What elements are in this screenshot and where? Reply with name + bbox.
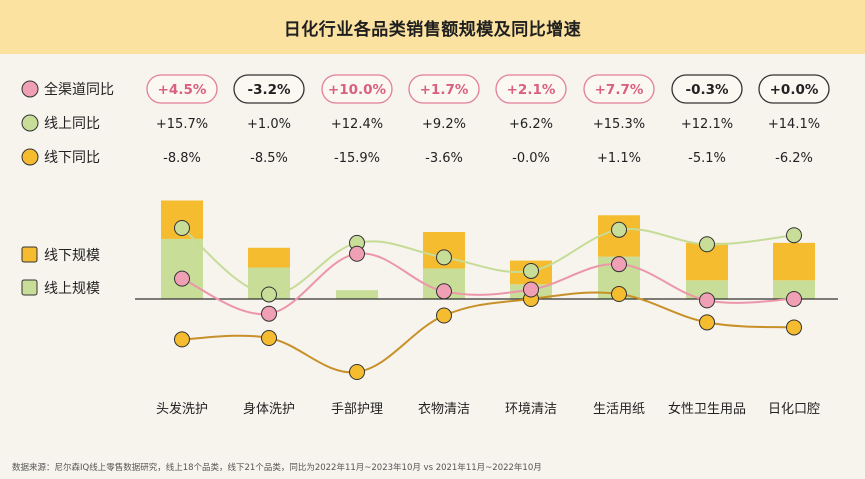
all-yoy-point bbox=[436, 283, 452, 300]
online-scale-bar bbox=[773, 280, 815, 299]
all-yoy-label: +10.0% bbox=[328, 82, 387, 98]
all-yoy-point bbox=[786, 291, 802, 307]
source-note: 数据来源：尼尔森IQ线上零售数据研究，线上18个品类，线下21个品类，同比为20… bbox=[12, 463, 542, 473]
legend-marker-offline-yoy bbox=[21, 148, 39, 166]
category-label: 头发洗护 bbox=[156, 401, 208, 417]
offline-yoy-label: -3.6% bbox=[425, 151, 463, 166]
all-yoy-label: -3.2% bbox=[247, 82, 291, 98]
title-bar: 日化行业各品类销售额规模及同比增速 bbox=[0, 0, 865, 54]
category-label: 身体洗护 bbox=[243, 401, 295, 417]
online-yoy-point bbox=[436, 249, 452, 266]
all-yoy-point bbox=[349, 245, 365, 262]
category-label: 环境清洁 bbox=[505, 402, 557, 417]
category-label: 日化口腔 bbox=[768, 402, 820, 417]
all-yoy-pill bbox=[321, 74, 393, 104]
legend-marker-all-yoy bbox=[21, 80, 39, 98]
all-yoy-pill bbox=[146, 74, 218, 104]
online-yoy-label: +9.2% bbox=[422, 117, 466, 132]
online-yoy-label: +15.3% bbox=[593, 117, 645, 132]
category-label: 生活用纸 bbox=[593, 402, 645, 417]
category-label: 女性卫生用品 bbox=[668, 401, 746, 417]
offline-scale-bar bbox=[773, 242, 815, 281]
online-yoy-point bbox=[611, 221, 627, 238]
all-yoy-point bbox=[261, 305, 277, 322]
legend-label-online-scale: 线上规模 bbox=[44, 281, 100, 297]
category-label: 衣物清洁 bbox=[418, 401, 470, 417]
online-yoy-point bbox=[523, 262, 539, 279]
all-yoy-label: +7.7% bbox=[595, 82, 644, 98]
online-yoy-label: +15.7% bbox=[156, 117, 208, 132]
offline-yoy-label: -8.8% bbox=[163, 151, 201, 166]
all-yoy-pill bbox=[495, 74, 567, 104]
offline-yoy-point bbox=[174, 331, 190, 348]
all-yoy-pill bbox=[583, 74, 655, 104]
all-yoy-label: +1.7% bbox=[420, 82, 469, 98]
chart-title: 日化行业各品类销售额规模及同比增速 bbox=[283, 19, 582, 40]
online-yoy-point bbox=[261, 286, 277, 303]
all-yoy-pill bbox=[233, 74, 305, 104]
offline-yoy-point bbox=[699, 314, 715, 331]
all-yoy-pill bbox=[408, 74, 480, 104]
offline-scale-bar bbox=[248, 247, 290, 268]
offline-yoy-label: -8.5% bbox=[250, 151, 288, 166]
all-yoy-label: -0.3% bbox=[685, 82, 729, 98]
online-yoy-label: +6.2% bbox=[509, 117, 553, 132]
all-yoy-label: +4.5% bbox=[158, 82, 207, 98]
legend-marker-online-scale bbox=[21, 279, 38, 296]
offline-yoy-point bbox=[261, 330, 277, 347]
online-yoy-label: +12.1% bbox=[681, 117, 733, 132]
legend-marker-online-yoy bbox=[21, 114, 39, 132]
online-yoy-point bbox=[786, 227, 802, 244]
legend-label-all-yoy: 全渠道同比 bbox=[44, 81, 114, 98]
offline-yoy-label: -5.1% bbox=[688, 151, 726, 166]
online-scale-bar bbox=[161, 238, 203, 299]
legend-label-offline-scale: 线下规模 bbox=[44, 248, 100, 264]
online-scale-bar bbox=[686, 280, 728, 299]
category-label: 手部护理 bbox=[331, 402, 383, 417]
offline-yoy-line bbox=[181, 291, 795, 374]
online-scale-bar bbox=[336, 290, 378, 299]
offline-yoy-label: -15.9% bbox=[334, 151, 380, 166]
all-yoy-point bbox=[611, 256, 627, 273]
all-yoy-point bbox=[174, 270, 190, 287]
all-yoy-pill bbox=[758, 74, 830, 104]
online-yoy-point bbox=[174, 220, 190, 236]
offline-yoy-label: -0.0% bbox=[512, 151, 550, 166]
all-yoy-label: +0.0% bbox=[770, 82, 819, 98]
all-yoy-point bbox=[523, 281, 539, 298]
offline-yoy-label: -6.2% bbox=[775, 151, 813, 166]
offline-yoy-point bbox=[436, 307, 452, 324]
offline-yoy-point bbox=[786, 319, 802, 336]
legend-marker-offline-scale bbox=[21, 246, 38, 263]
offline-yoy-point bbox=[349, 364, 365, 380]
online-yoy-label: +1.0% bbox=[247, 117, 291, 132]
online-yoy-point bbox=[699, 236, 715, 253]
legend-label-offline-yoy: 线下同比 bbox=[44, 150, 100, 166]
legend-label-online-yoy: 线上同比 bbox=[44, 116, 100, 132]
all-yoy-pill bbox=[671, 74, 743, 104]
online-yoy-label: +14.1% bbox=[768, 117, 820, 132]
all-yoy-point bbox=[699, 292, 715, 309]
offline-yoy-point bbox=[611, 286, 627, 303]
online-yoy-label: +12.4% bbox=[331, 117, 383, 132]
all-yoy-label: +2.1% bbox=[507, 82, 556, 98]
offline-yoy-label: +1.1% bbox=[597, 151, 641, 166]
